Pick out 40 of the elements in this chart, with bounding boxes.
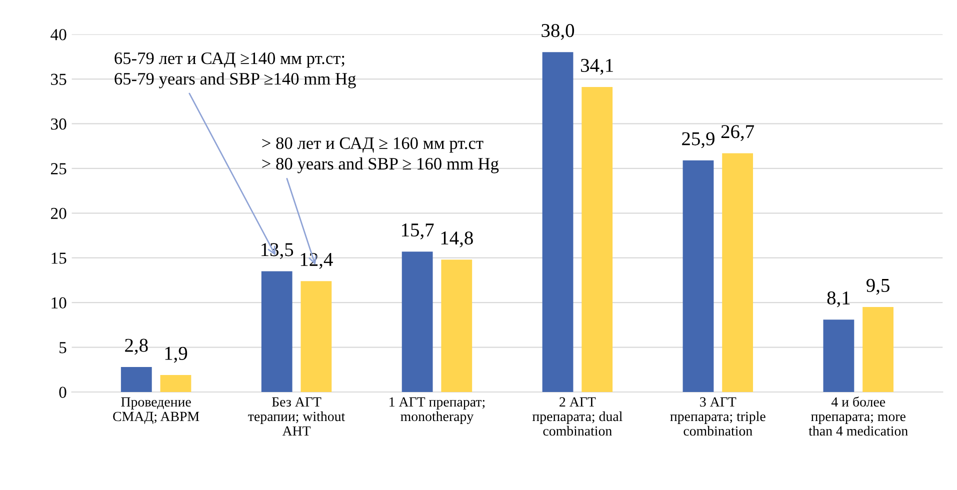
data-label: 1,9 [165, 346, 188, 363]
data-label: 38,0 [542, 24, 574, 40]
y-tick-label: 25 [50, 163, 66, 174]
x-tick-label: 4 и более препарата; more than 4 medication [808, 396, 908, 436]
bar [862, 307, 894, 392]
bar [120, 366, 152, 392]
y-tick-label: 0 [59, 386, 66, 398]
y-tick-label: 35 [51, 74, 66, 85]
data-label: 15,7 [402, 224, 434, 240]
data-label: 13,5 [262, 243, 294, 260]
data-label: 2,8 [125, 338, 148, 355]
bar [722, 153, 754, 392]
bar [582, 87, 613, 392]
x-tick-label: Проведение СМАД; ABPM [113, 397, 200, 424]
x-tick-label: Без АГТ терапии; without AHT [248, 397, 346, 436]
data-label: 25,9 [682, 132, 714, 148]
y-tick-label: 10 [52, 297, 66, 309]
annotation: 65-79 лет и САД ≥140 мм рт.ст; 65-79 years and SBP ≥140 mm Hg [114, 52, 356, 88]
y-tick-label: 5 [60, 342, 66, 354]
x-tick-label: 1 АГТ препарат; monotherapy [390, 397, 485, 424]
y-tick-label: 15 [52, 252, 66, 264]
bar [682, 160, 714, 392]
data-label: 26,7 [721, 125, 754, 141]
bar [261, 271, 292, 392]
y-tick-label: 20 [50, 208, 66, 220]
annotation: > 80 лет и САД ≥ 160 мм рт.ст > 80 years and SBP ≥ 160 mm Hg [262, 137, 499, 174]
data-label: 14,8 [441, 231, 473, 248]
bar [823, 320, 854, 392]
y-tick-label: 40 [50, 29, 66, 40]
y-tick-label: 30 [51, 118, 66, 130]
data-label: 34,1 [581, 58, 613, 75]
x-tick-label: 2 АГТ препарата; dual combination [532, 397, 622, 436]
bar [160, 375, 192, 392]
bar [402, 252, 433, 392]
bar [300, 281, 332, 392]
bar [542, 52, 574, 392]
x-tick-label: 3 АГТ препарата; triple combination [670, 397, 766, 436]
data-label: 8,1 [827, 291, 850, 308]
data-label: 9,5 [866, 278, 890, 295]
bar [441, 260, 472, 392]
